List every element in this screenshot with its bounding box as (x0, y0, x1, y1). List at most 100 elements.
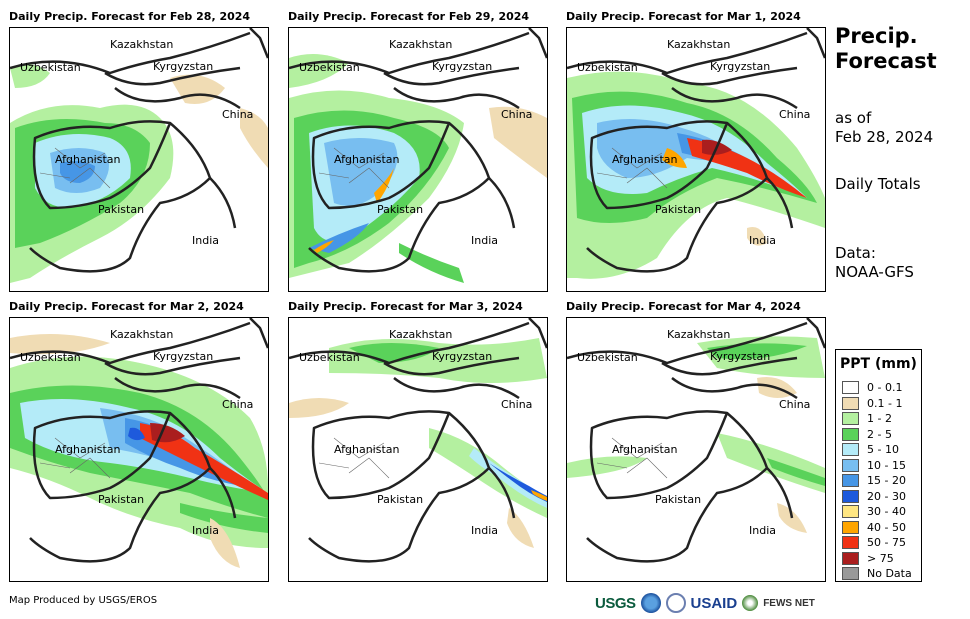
legend-label: 15 - 20 (867, 474, 906, 488)
precip-fields (10, 64, 268, 284)
label-china: China (222, 108, 253, 121)
forecast-map-feb28: Kazakhstan Uzbekistan Kyrgyzstan China A… (9, 27, 269, 292)
legend-label: > 75 (867, 551, 894, 565)
country-borders (10, 28, 268, 273)
province-borders (596, 147, 668, 189)
usaid-logo: USAID (690, 594, 738, 612)
legend-label: 5 - 10 (867, 443, 899, 457)
precip-fields (289, 338, 547, 548)
legend-item: 1 - 2 (842, 411, 912, 427)
as-of-value: Feb 28, 2024 (835, 128, 934, 146)
nasa-seal-icon (665, 593, 686, 613)
legend-label: 0 - 0.1 (867, 381, 903, 395)
country-borders (10, 318, 268, 563)
province-borders (318, 437, 390, 479)
fews-net-logo: FEWS NET (763, 597, 815, 609)
legend-label: 10 - 15 (867, 458, 906, 472)
usgs-logo: USGS (595, 594, 636, 612)
legend-label: 2 - 5 (867, 427, 892, 441)
legend-item: > 75 (842, 551, 912, 567)
label-china: China (779, 398, 810, 411)
map-svg: Kazakhstan Uzbekistan Kyrgyzstan China A… (10, 318, 268, 568)
legend-swatch (842, 520, 859, 534)
legend-swatch (842, 489, 859, 503)
credit-text: Map Produced by USGS/EROS (9, 595, 158, 606)
country-borders (567, 318, 825, 563)
legend-label: 40 - 50 (867, 520, 906, 534)
legend-swatch (842, 536, 859, 550)
legend-item: 10 - 15 (842, 458, 912, 474)
legend-item: 2 - 5 (842, 427, 912, 443)
label-kyrgyzstan: Kyrgyzstan (710, 350, 770, 363)
label-india: India (192, 524, 219, 537)
legend-swatch (842, 443, 859, 457)
legend-item: No Data (842, 566, 912, 582)
legend-label: 1 - 2 (867, 412, 892, 426)
sidebar-title: Precip. Forecast (835, 24, 937, 74)
label-pakistan: Pakistan (377, 493, 423, 506)
legend-item: 40 - 50 (842, 520, 912, 536)
sidebar-title-line2: Forecast (835, 49, 937, 73)
legend-item: 20 - 30 (842, 489, 912, 505)
legend-label: 0.1 - 1 (867, 396, 903, 410)
forecast-map-feb29: Kazakhstan Uzbekistan Kyrgyzstan China A… (288, 27, 548, 292)
label-pakistan: Pakistan (655, 203, 701, 216)
label-kazakhstan: Kazakhstan (667, 328, 730, 341)
label-uzbekistan: Uzbekistan (20, 61, 81, 74)
label-pakistan: Pakistan (377, 203, 423, 216)
label-uzbekistan: Uzbekistan (20, 351, 81, 364)
sidebar-title-line1: Precip. (835, 24, 918, 48)
label-china: China (222, 398, 253, 411)
legend-swatch (842, 474, 859, 488)
province-borders (318, 147, 390, 189)
label-kyrgyzstan: Kyrgyzstan (153, 60, 213, 73)
partner-logos: USGS USAID FEWS NET (595, 591, 815, 615)
label-uzbekistan: Uzbekistan (299, 351, 360, 364)
panel-title-1: Daily Precip. Forecast for Feb 28, 2024 (9, 10, 251, 23)
panel-title-3: Daily Precip. Forecast for Mar 1, 2024 (566, 10, 801, 23)
label-kyrgyzstan: Kyrgyzstan (432, 350, 492, 363)
panel-title-6: Daily Precip. Forecast for Mar 4, 2024 (566, 300, 801, 313)
data-source-label: Data: (835, 244, 876, 262)
label-pakistan: Pakistan (98, 203, 144, 216)
data-source: Data: NOAA-GFS (835, 244, 914, 282)
legend-title: PPT (mm) (840, 356, 917, 372)
label-china: China (779, 108, 810, 121)
label-kazakhstan: Kazakhstan (110, 38, 173, 51)
precip-fields (289, 54, 547, 283)
label-kazakhstan: Kazakhstan (667, 38, 730, 51)
label-uzbekistan: Uzbekistan (577, 61, 638, 74)
legend-swatch (842, 458, 859, 472)
panel-title-2: Daily Precip. Forecast for Feb 29, 2024 (288, 10, 530, 23)
map-svg: Kazakhstan Uzbekistan Kyrgyzstan China A… (567, 28, 825, 279)
legend-swatch (842, 505, 859, 519)
panel-title-5: Daily Precip. Forecast for Mar 3, 2024 (288, 300, 523, 313)
legend-swatch (842, 396, 859, 410)
label-india: India (471, 234, 498, 247)
label-china: China (501, 108, 532, 121)
legend-swatch (842, 567, 859, 581)
map-svg: Kazakhstan Uzbekistan Kyrgyzstan China A… (10, 28, 268, 284)
legend-label: 30 - 40 (867, 505, 906, 519)
forecast-map-mar3: Kazakhstan Uzbekistan Kyrgyzstan China A… (288, 317, 548, 582)
legend-item: 50 - 75 (842, 535, 912, 551)
panel-title-4: Daily Precip. Forecast for Mar 2, 2024 (9, 300, 244, 313)
label-kazakhstan: Kazakhstan (110, 328, 173, 341)
label-india: India (749, 524, 776, 537)
label-afghanistan: Afghanistan (334, 443, 400, 456)
legend-item: 0 - 0.1 (842, 380, 912, 396)
label-kazakhstan: Kazakhstan (389, 38, 452, 51)
legend-item: 15 - 20 (842, 473, 912, 489)
legend-item: 30 - 40 (842, 504, 912, 520)
label-uzbekistan: Uzbekistan (577, 351, 638, 364)
forecast-map-mar4: Kazakhstan Uzbekistan Kyrgyzstan China A… (566, 317, 826, 582)
legend-label: 50 - 75 (867, 536, 906, 550)
label-india: India (749, 234, 776, 247)
label-afghanistan: Afghanistan (55, 443, 121, 456)
legend-label: No Data (867, 567, 912, 581)
legend-item: 5 - 10 (842, 442, 912, 458)
legend-swatch (842, 551, 859, 565)
map-svg: Kazakhstan Uzbekistan Kyrgyzstan China A… (567, 318, 825, 563)
label-afghanistan: Afghanistan (55, 153, 121, 166)
